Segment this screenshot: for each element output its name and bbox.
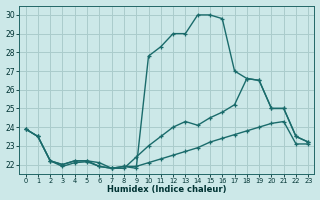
X-axis label: Humidex (Indice chaleur): Humidex (Indice chaleur) <box>107 185 227 194</box>
